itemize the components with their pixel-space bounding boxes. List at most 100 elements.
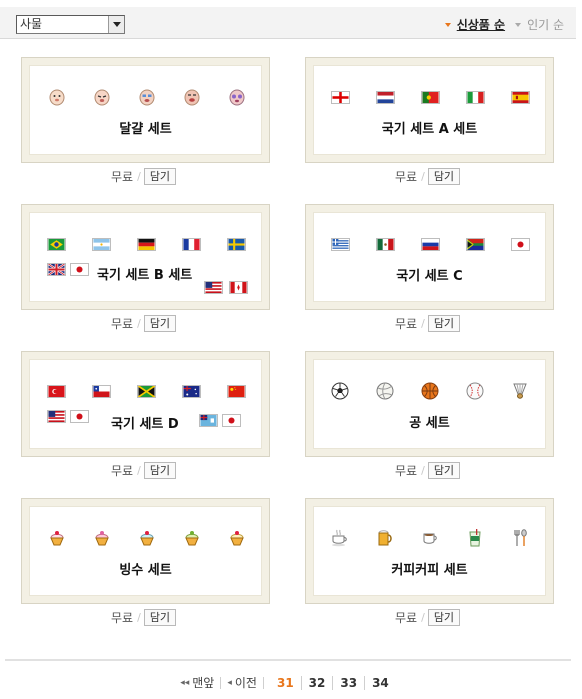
- price-label: 무료: [395, 463, 418, 478]
- russia-flag-icon: [421, 238, 440, 251]
- set-card-flags-c[interactable]: 국기 세트 C: [305, 204, 554, 310]
- germany-flag-icon: [137, 238, 156, 251]
- add-button[interactable]: 담기: [143, 461, 177, 479]
- page-link[interactable]: 33: [332, 675, 364, 690]
- mexico-flag-icon: [376, 238, 395, 251]
- bingsu-icon: [230, 531, 244, 546]
- add-button[interactable]: 담기: [427, 167, 461, 185]
- japan-flag-icon: [222, 414, 241, 427]
- sort-popular-link[interactable]: 인기 순: [527, 17, 564, 32]
- japan-flag-icon: [511, 238, 530, 251]
- usa-flag-icon: [47, 410, 66, 423]
- set-title: 공 세트: [409, 416, 450, 431]
- japan-flag-icon: [70, 410, 89, 423]
- page-link[interactable]: 32: [300, 675, 333, 690]
- set-preview: 국기 세트 D: [29, 359, 262, 449]
- sort-active-triangle-icon: [444, 22, 451, 27]
- price-label: 무료: [111, 169, 134, 184]
- south-africa-flag-icon: [466, 238, 485, 251]
- chevron-left-icon: ◂: [227, 677, 232, 688]
- italy-flag-icon: [466, 91, 485, 104]
- australia-flag-icon: [182, 385, 201, 398]
- soccer-ball-icon: [331, 382, 349, 400]
- set-title: 국기 세트 B 세트: [97, 268, 193, 283]
- set-title: 달걀 세트: [119, 122, 172, 137]
- egg-face-icon: [139, 89, 155, 106]
- greece-flag-icon: [331, 238, 350, 251]
- set-actions: 무료 / 담기: [111, 608, 177, 626]
- basketball-icon: [421, 382, 439, 400]
- volleyball-icon: [376, 382, 394, 400]
- set-preview: 공 세트: [313, 359, 546, 449]
- first-page-label: 맨앞: [192, 676, 215, 690]
- chile-flag-icon: [92, 385, 111, 398]
- sort-options: 신상품 순 인기 순: [444, 16, 564, 32]
- divider-slash: /: [137, 169, 141, 183]
- china-flag-icon: [227, 385, 246, 398]
- jamaica-flag-icon: [137, 385, 156, 398]
- set-card-coffee[interactable]: 커피커피 세트: [305, 498, 554, 604]
- price-label: 무료: [395, 169, 418, 184]
- double-chevron-left-icon: ◂◂: [180, 677, 190, 688]
- divider-slash: /: [137, 316, 141, 330]
- add-button[interactable]: 담기: [427, 314, 461, 332]
- set-title: 국기 세트 D: [111, 417, 179, 432]
- set-card-eggs[interactable]: 달걀 세트: [21, 57, 270, 163]
- sort-newest-link[interactable]: 신상품 순: [456, 17, 506, 32]
- set-card-flags-a[interactable]: 국기 세트 A 세트: [305, 57, 554, 163]
- portugal-flag-icon: [421, 91, 440, 104]
- england-flag-icon: [331, 91, 350, 104]
- add-button[interactable]: 담기: [143, 167, 177, 185]
- set-preview: 국기 세트 A 세트: [313, 65, 546, 155]
- page-link-current[interactable]: 31: [276, 675, 294, 690]
- tea-cup-icon: [423, 533, 437, 544]
- set-actions: 무료 / 담기: [111, 167, 177, 185]
- set-title: 국기 세트 C: [396, 269, 463, 284]
- egg-face-icon: [94, 89, 110, 106]
- sweden-flag-icon: [227, 238, 246, 251]
- set-title: 국기 세트 A 세트: [381, 122, 478, 137]
- set-preview: 빙수 세트: [29, 506, 262, 596]
- divider-slash: /: [137, 463, 141, 477]
- price-label: 무료: [395, 610, 418, 625]
- add-button[interactable]: 담기: [143, 608, 177, 626]
- turkey-flag-icon: [47, 385, 66, 398]
- bingsu-icon: [185, 531, 199, 546]
- pagination: ◂◂ 맨앞 ◂ 이전 31 32 33 34: [0, 674, 576, 691]
- fork-spoon-icon: [514, 529, 527, 546]
- dropdown-arrow-icon[interactable]: [108, 16, 124, 33]
- set-card-flags-b[interactable]: 국기 세트 B 세트: [21, 204, 270, 310]
- add-button[interactable]: 담기: [143, 314, 177, 332]
- iced-drink-icon: [469, 529, 481, 547]
- set-card-flags-d[interactable]: 국기 세트 D: [21, 351, 270, 457]
- set-title: 빙수 세트: [119, 563, 172, 578]
- add-button[interactable]: 담기: [427, 608, 461, 626]
- category-select[interactable]: 사물: [16, 15, 125, 34]
- coffee-cup-icon: [332, 529, 347, 547]
- pager-separator: [220, 676, 222, 689]
- shuttlecock-icon: [513, 383, 527, 399]
- divider-slash: /: [421, 610, 425, 624]
- bingsu-icon: [50, 531, 64, 546]
- egg-face-icon: [184, 89, 200, 106]
- set-preview: 커피커피 세트: [313, 506, 546, 596]
- divider-slash: /: [421, 316, 425, 330]
- beer-mug-icon: [378, 530, 392, 546]
- set-card-balls[interactable]: 공 세트: [305, 351, 554, 457]
- set-preview: 국기 세트 C: [313, 212, 546, 302]
- page-link[interactable]: 34: [364, 675, 396, 690]
- set-actions: 무료 / 담기: [395, 167, 461, 185]
- uk-flag-icon: [47, 263, 66, 276]
- japan-flag-icon: [70, 263, 89, 276]
- set-actions: 무료 / 담기: [395, 608, 461, 626]
- set-card-bingsu[interactable]: 빙수 세트: [21, 498, 270, 604]
- argentina-flag-icon: [92, 238, 111, 251]
- add-button[interactable]: 담기: [427, 461, 461, 479]
- divider-slash: /: [137, 610, 141, 624]
- canada-flag-icon: [229, 281, 248, 294]
- first-page-link[interactable]: ◂◂ 맨앞: [180, 674, 214, 691]
- prev-page-link[interactable]: ◂ 이전: [227, 674, 257, 691]
- set-actions: 무료 / 담기: [395, 461, 461, 479]
- set-preview: 국기 세트 B 세트: [29, 212, 262, 302]
- set-actions: 무료 / 담기: [111, 461, 177, 479]
